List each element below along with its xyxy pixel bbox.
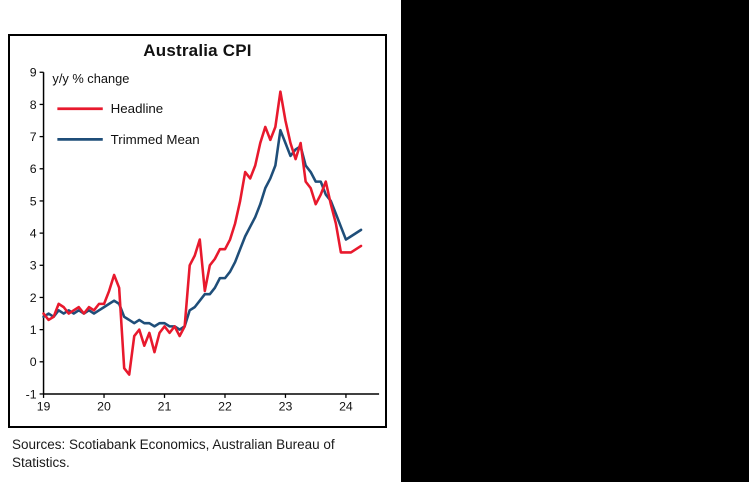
svg-text:24: 24 — [339, 400, 353, 414]
svg-text:0: 0 — [30, 355, 37, 369]
svg-text:20: 20 — [97, 400, 111, 414]
svg-text:-1: -1 — [26, 387, 37, 401]
chart-card: Australia CPI 9 8 7 6 5 4 3 2 1 0 -1 19 20 21 22 23 24 y/… — [8, 34, 387, 428]
svg-text:Headline: Headline — [111, 101, 164, 116]
svg-text:4: 4 — [30, 227, 37, 241]
svg-text:8: 8 — [30, 98, 37, 112]
background-fill — [401, 0, 749, 482]
svg-text:7: 7 — [30, 130, 37, 144]
chart-panel: Australia CPI 9 8 7 6 5 4 3 2 1 0 -1 19 20 21 22 23 24 y/… — [0, 0, 401, 482]
chart-title: Australia CPI — [143, 41, 252, 60]
svg-text:19: 19 — [37, 400, 51, 414]
svg-text:22: 22 — [218, 400, 232, 414]
svg-text:1: 1 — [30, 323, 37, 337]
svg-text:3: 3 — [30, 259, 37, 273]
svg-text:y/y % change: y/y % change — [52, 71, 129, 86]
svg-text:23: 23 — [279, 400, 293, 414]
svg-text:21: 21 — [158, 400, 172, 414]
svg-text:9: 9 — [30, 66, 37, 80]
svg-text:2: 2 — [30, 291, 37, 305]
svg-text:Trimmed Mean: Trimmed Mean — [111, 132, 200, 147]
sources-note: Sources: Scotiabank Economics, Australia… — [12, 437, 335, 470]
svg-text:5: 5 — [30, 194, 37, 208]
svg-text:6: 6 — [30, 162, 37, 176]
